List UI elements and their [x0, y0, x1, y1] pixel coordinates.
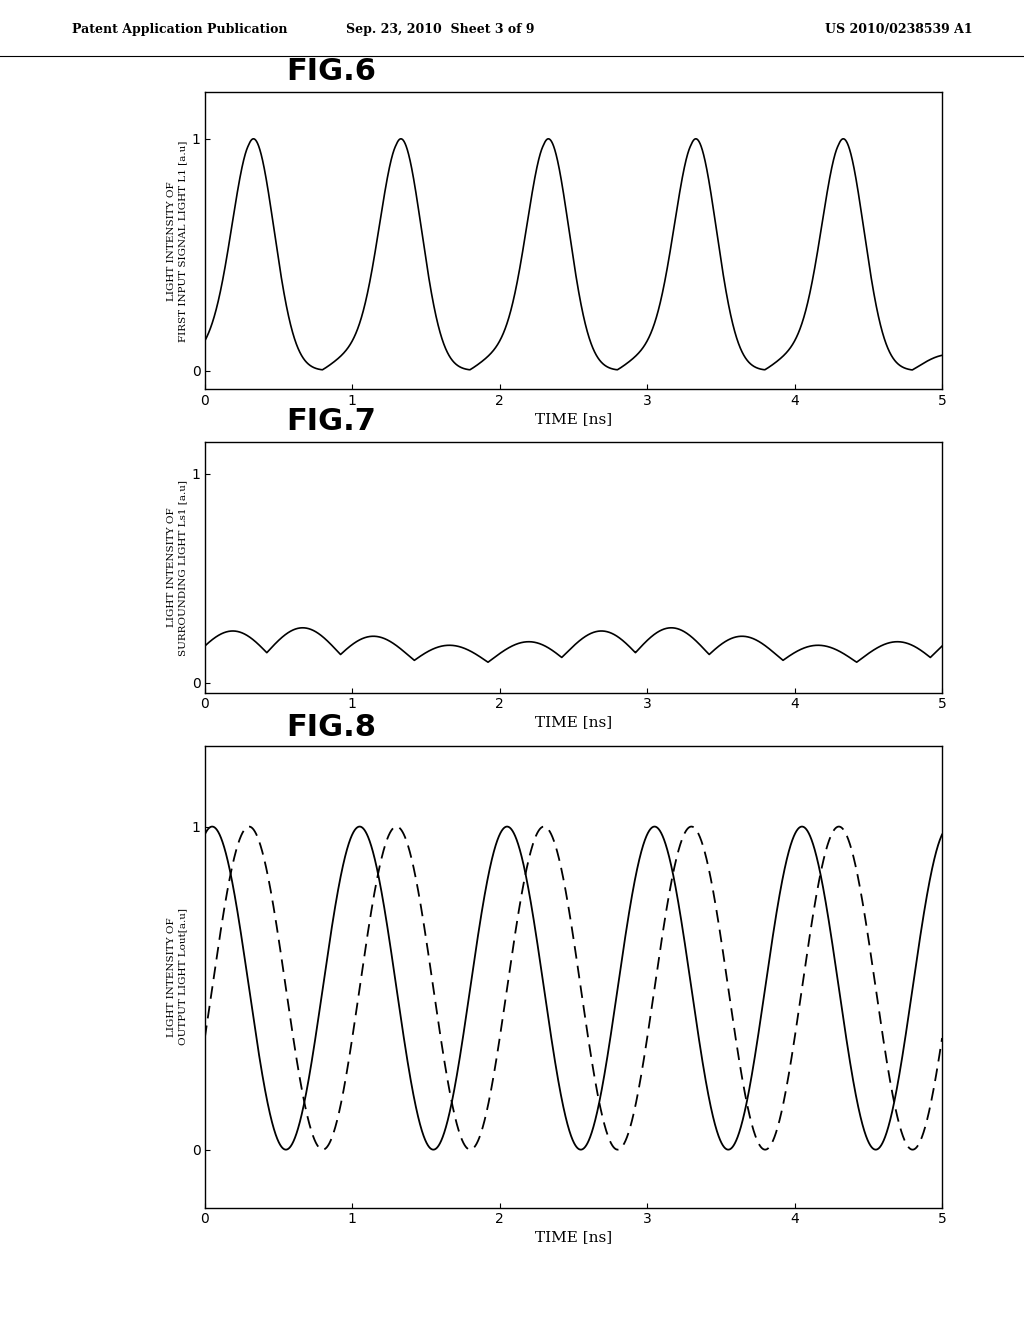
Y-axis label: LIGHT INTENSITY OF
SURROUNDING LIGHT Ls1 [a.u]: LIGHT INTENSITY OF SURROUNDING LIGHT Ls1… [167, 479, 187, 656]
X-axis label: TIME [ns]: TIME [ns] [535, 715, 612, 730]
Y-axis label: LIGHT INTENSITY OF
OUTPUT LIGHT Lout[a.u]: LIGHT INTENSITY OF OUTPUT LIGHT Lout[a.u… [167, 908, 187, 1045]
Text: FIG.6: FIG.6 [287, 57, 377, 86]
Y-axis label: LIGHT INTENSITY OF
FIRST INPUT SIGNAL LIGHT L1 [a.u]: LIGHT INTENSITY OF FIRST INPUT SIGNAL LI… [167, 140, 187, 342]
Text: Patent Application Publication: Patent Application Publication [72, 24, 287, 36]
X-axis label: TIME [ns]: TIME [ns] [535, 412, 612, 426]
Text: US 2010/0238539 A1: US 2010/0238539 A1 [825, 24, 973, 36]
X-axis label: TIME [ns]: TIME [ns] [535, 1230, 612, 1245]
Text: FIG.8: FIG.8 [287, 713, 377, 742]
Text: Sep. 23, 2010  Sheet 3 of 9: Sep. 23, 2010 Sheet 3 of 9 [346, 24, 535, 36]
Text: FIG.7: FIG.7 [287, 407, 377, 436]
